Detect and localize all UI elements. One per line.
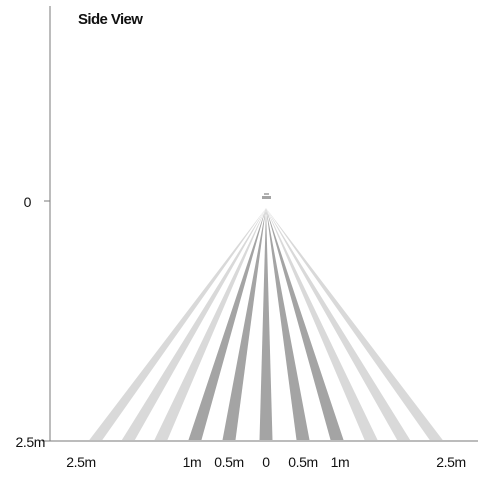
- detection-zone: [89, 208, 266, 440]
- detection-zone: [266, 208, 411, 440]
- detection-zone: [154, 208, 266, 440]
- detection-zone: [266, 208, 378, 440]
- detection-zone: [259, 208, 273, 440]
- x-axis-label: 0.5m: [288, 454, 318, 470]
- detection-zones: [89, 208, 443, 440]
- y-axis-label-top: 0: [24, 194, 32, 210]
- x-axis-label: 1m: [331, 454, 350, 470]
- x-axis-label: 0: [262, 454, 270, 470]
- x-axis-labels: 2.5m 1m 0.5m 0 0.5m 1m 2.5m: [66, 454, 466, 470]
- x-axis-label: 2.5m: [436, 454, 466, 470]
- x-axis-label: 1m: [183, 454, 202, 470]
- detection-zone: [121, 208, 266, 440]
- detection-zone: [222, 208, 266, 440]
- detection-zone: [266, 208, 310, 440]
- y-axis-label-bottom: 2.5m: [15, 434, 45, 450]
- x-axis-label: 2.5m: [66, 454, 96, 470]
- detection-zone: [266, 208, 443, 440]
- diagram-title: Side View: [78, 11, 143, 28]
- motion-sensor-icon: [262, 193, 271, 199]
- detection-zone: [266, 208, 344, 440]
- detection-zone: [188, 208, 266, 440]
- x-axis-label: 0.5m: [214, 454, 244, 470]
